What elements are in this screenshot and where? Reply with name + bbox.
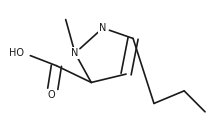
Text: N: N xyxy=(99,23,107,33)
Text: N: N xyxy=(71,48,79,58)
Text: HO: HO xyxy=(9,48,24,58)
Text: O: O xyxy=(48,90,56,100)
